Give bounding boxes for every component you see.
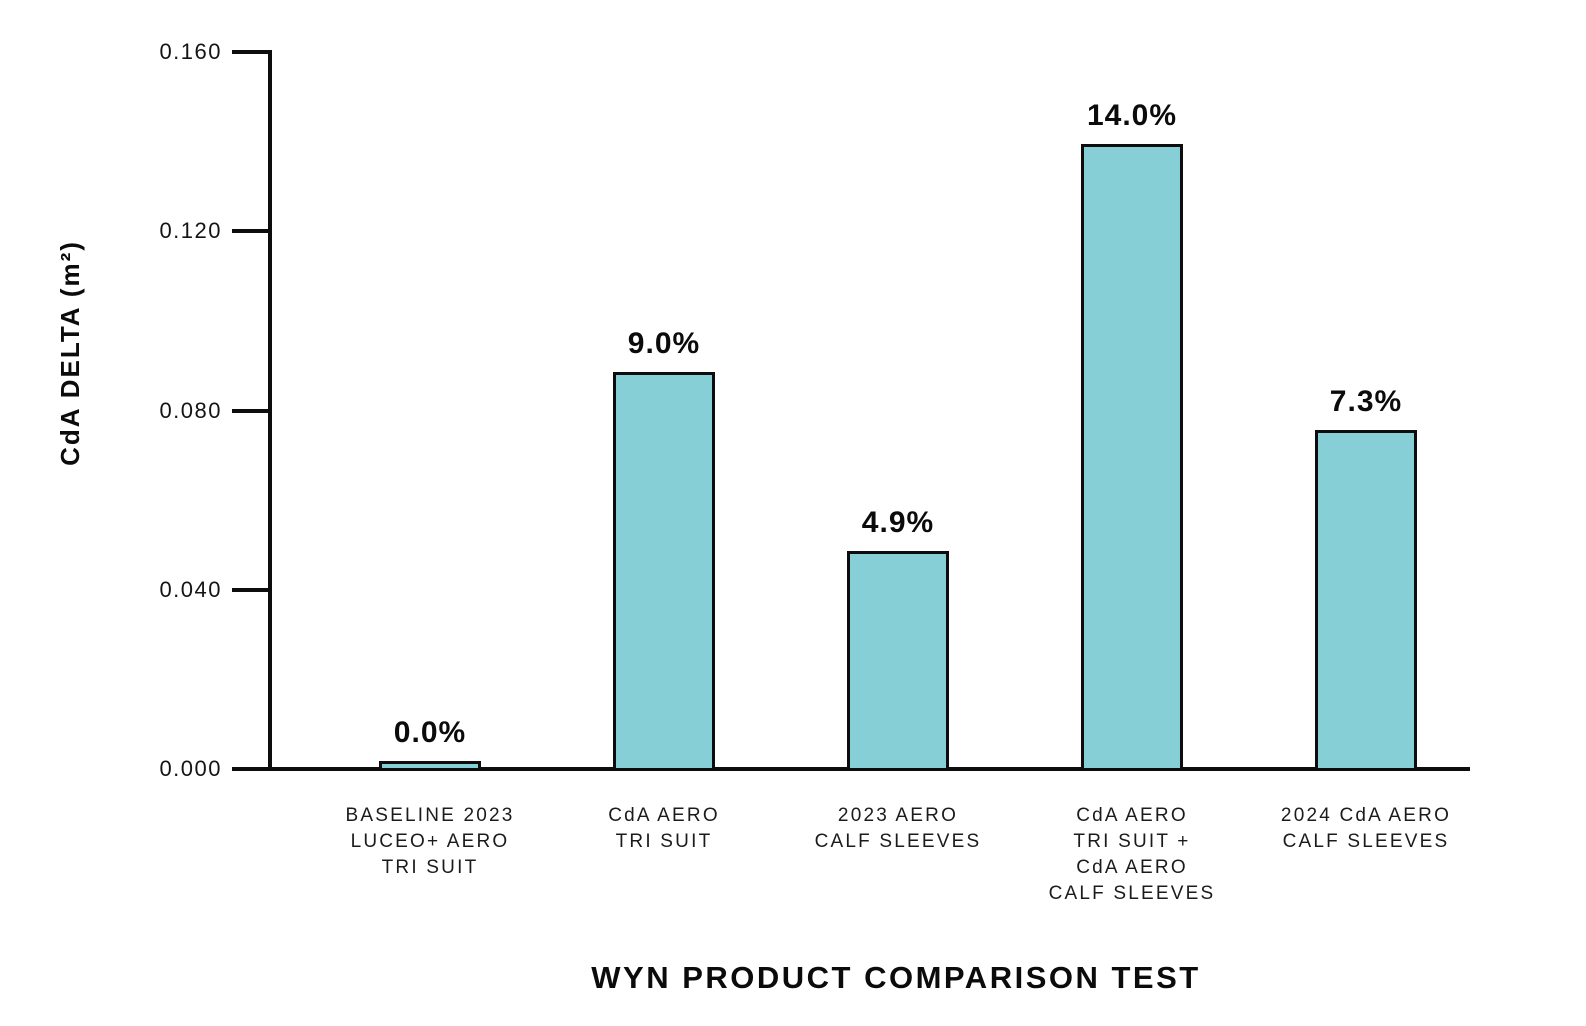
x-category-label-line: 2024 CdA AERO xyxy=(1280,805,1452,826)
x-category-label-line: CALF SLEEVES xyxy=(814,831,982,852)
x-category-label: 2023 AERO CALF SLEEVES xyxy=(753,803,1043,855)
bar-value-label: 4.9% xyxy=(861,506,935,539)
y-tick-mark xyxy=(232,408,272,413)
y-tick-mark xyxy=(232,767,272,771)
y-tick-mark xyxy=(232,50,272,54)
x-category-label: BASELINE 2023 LUCEO+ AERO TRI SUIT xyxy=(285,803,575,881)
bar xyxy=(379,761,481,771)
bar-value-label: 14.0% xyxy=(1086,99,1178,132)
y-axis-title: CdA DELTA (m²) xyxy=(55,240,85,466)
bar-value-label: 0.0% xyxy=(393,716,467,749)
x-category-label: CdA AERO TRI SUIT xyxy=(519,803,809,855)
y-tick-label: 0.000 xyxy=(159,756,222,781)
x-category-label: 2024 CdA AERO CALF SLEEVES xyxy=(1221,803,1511,855)
y-tick-label: 0.120 xyxy=(159,218,222,244)
x-category-label-line: CdA AERO xyxy=(608,805,720,826)
y-tick-label: 0.080 xyxy=(159,397,222,423)
bar xyxy=(1081,144,1183,771)
y-tick-label: 0.040 xyxy=(159,576,222,602)
bar-value-label: 7.3% xyxy=(1329,385,1403,418)
bar xyxy=(1315,430,1417,771)
x-category-label-line: CdA AERO xyxy=(1076,805,1188,826)
y-tick-label: 0.160 xyxy=(159,39,222,64)
x-category-label-line: 2023 AERO xyxy=(837,805,959,826)
x-category-label-line: TRI SUIT xyxy=(615,831,713,852)
bar xyxy=(847,551,949,771)
y-tick-mark xyxy=(232,587,272,592)
bar-value-label: 9.0% xyxy=(627,327,701,360)
y-tick-mark xyxy=(232,229,272,234)
x-category-label: CdA AERO TRI SUIT + CdA AERO CALF SLEEVES xyxy=(987,803,1277,907)
chart-title: WYN PRODUCT COMPARISON TEST xyxy=(591,960,1201,995)
x-category-label-line: BASELINE 2023 xyxy=(345,805,515,826)
x-category-label-line: TRI SUIT xyxy=(381,857,479,878)
x-category-label-line: LUCEO+ AERO xyxy=(350,831,510,852)
x-category-label-line: TRI SUIT + xyxy=(1073,831,1191,852)
bar xyxy=(613,372,715,771)
x-category-label-line: CALF SLEEVES xyxy=(1048,883,1216,904)
x-category-label-line: CdA AERO xyxy=(1076,857,1188,878)
x-category-label-line: CALF SLEEVES xyxy=(1282,831,1450,852)
